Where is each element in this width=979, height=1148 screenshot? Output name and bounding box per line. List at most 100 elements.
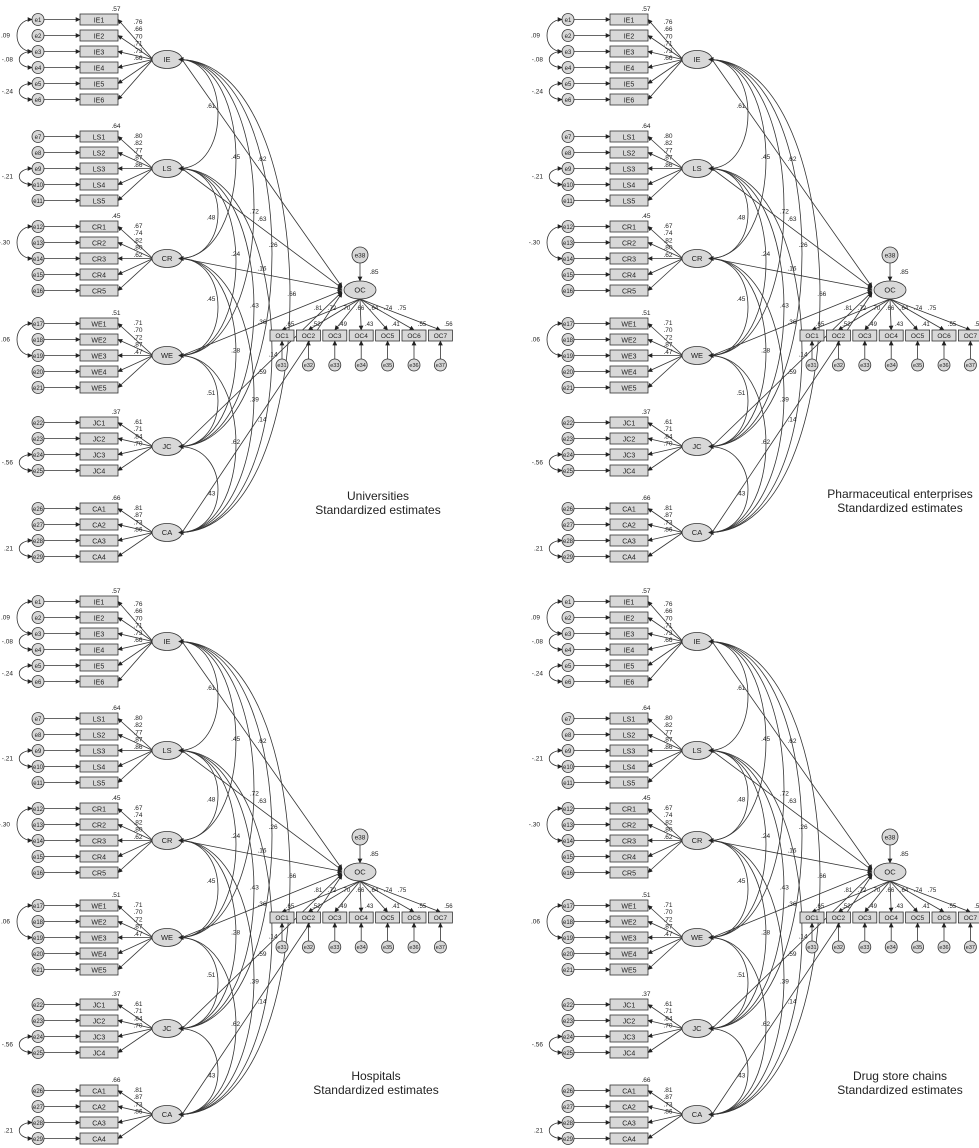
factor-covariance-label: .14 [799, 934, 808, 941]
factor-covariance-label: .26 [269, 824, 278, 831]
loading-path [647, 168, 684, 185]
error-label: e21 [33, 386, 44, 392]
loading-label: .81 [133, 1087, 142, 1094]
factor-covariance-label: .45 [761, 736, 770, 743]
error-label: e4 [35, 648, 42, 654]
factor-covariance [708, 166, 749, 261]
error-label: e9 [565, 167, 572, 173]
error-covariance-label: .06 [1, 919, 10, 926]
oc-item-r2-label: .55 [948, 322, 957, 328]
loading-label: .87 [663, 924, 672, 931]
loading-path [647, 355, 684, 372]
factor-covariance [178, 748, 237, 940]
error-label: e21 [563, 968, 574, 974]
outcome-r2-label: .85 [369, 269, 378, 276]
oc-loading-path [358, 880, 364, 913]
loading-label: .71 [133, 41, 142, 48]
oc-error-label: e33 [330, 945, 339, 951]
structural-path [711, 258, 873, 291]
factor-covariance [178, 639, 219, 753]
factor-r2-label: .66 [111, 495, 120, 502]
oc-item-r2-label: .52 [842, 904, 851, 910]
loading-label: .70 [663, 33, 672, 40]
oc-item-r2-label: .41 [391, 322, 400, 328]
indicator-label: JC3 [623, 1034, 636, 1041]
indicator-label: IE6 [94, 97, 105, 104]
latent-label: CR [692, 254, 703, 263]
factor-covariance [708, 444, 749, 535]
error-label: e8 [565, 151, 572, 157]
error-covariance-label: -.24 [532, 671, 544, 678]
oc-error-label: e33 [860, 363, 869, 369]
factor-r2-label: .66 [641, 495, 650, 502]
error-label: e1 [565, 600, 572, 606]
indicator-label: LS4 [623, 764, 636, 771]
factor-covariance [178, 57, 291, 535]
error-label: e8 [565, 733, 572, 739]
error-label: e7 [565, 135, 572, 141]
error-covariance-label: -.21 [2, 174, 14, 181]
loading-label: .77 [133, 147, 142, 154]
error-label: e13 [563, 823, 574, 829]
factor-covariance [178, 838, 255, 1117]
factor-covariance-label: .66 [817, 873, 826, 880]
loading-label: .71 [663, 320, 672, 327]
factor-ie: .57 e1 IE1 .76 e2 IE2 .66 e3 IE3 .70 e4 IE4 .71 e5 IE5… [31, 588, 183, 688]
oc-loading-path [359, 880, 388, 913]
loading-path [117, 168, 154, 185]
structural-path-label: .59 [787, 951, 796, 958]
loading-label: .70 [663, 327, 672, 334]
factor-covariance [708, 748, 803, 1117]
caption-subtitle: Standardized estimates [315, 503, 440, 517]
error-label: e26 [563, 507, 574, 513]
indicator-label: CA1 [622, 506, 636, 513]
factor-ls: .64 e7 LS1 .80 e8 LS2 .82 e9 LS3 .77 e10 LS4 .87 e11 L… [31, 705, 183, 789]
loading-label: .87 [133, 342, 142, 349]
error-label: e27 [563, 523, 574, 529]
loading-path [117, 355, 154, 372]
error-covariance-label: -.08 [532, 57, 544, 64]
factor-r2-label: .51 [641, 892, 650, 899]
structural-path [181, 168, 343, 289]
oc-item-r2-label: .56 [974, 322, 979, 328]
oc-error-label: e33 [860, 945, 869, 951]
indicator-label: CR2 [92, 822, 106, 829]
loading-label: .67 [133, 805, 142, 812]
loading-label: .73 [133, 630, 142, 637]
panel-1: .57 e1 IE1 .76 e2 IE2 .66 e3 IE3 .70 e4 IE4 .71 e5 IE5… [0, 6, 453, 563]
error-label: e2 [565, 34, 572, 40]
loading-label: .73 [133, 519, 142, 526]
factor-covariance-label: .26 [269, 242, 278, 249]
error-label: e24 [563, 453, 574, 459]
error-label: e17 [563, 904, 574, 910]
outcome-oc: .62 .63 .16 .36 .59 .14 e38 .85 OC OC1 .65 .81 e31 OC… [181, 59, 453, 533]
oc-error-label: e35 [913, 363, 922, 369]
indicator-label: WE4 [621, 951, 636, 958]
loading-path [647, 532, 684, 557]
oc-indicator-label: OC5 [911, 915, 925, 922]
oc-loading-label: .81 [844, 888, 853, 894]
oc-loading-path [864, 880, 891, 913]
loading-path [647, 750, 684, 767]
error-label: e22 [33, 1003, 44, 1009]
structural-path-label: .36 [787, 319, 796, 326]
factor-covariance-label: .66 [287, 873, 296, 880]
structural-path-label: .14 [257, 416, 266, 423]
factor-r2-label: .51 [111, 310, 120, 317]
oc-indicator-label: OC2 [302, 915, 316, 922]
caption-subtitle: Standardized estimates [837, 1083, 962, 1097]
loading-path [647, 59, 684, 100]
loading-label: .66 [133, 55, 142, 62]
caption-group: Hospitals [351, 1069, 400, 1083]
oc-indicator-label: OC5 [381, 915, 395, 922]
indicator-label: JC1 [623, 420, 636, 427]
loading-path [117, 601, 154, 642]
error-covariance [548, 538, 563, 559]
oc-indicator-label: OC7 [434, 333, 448, 340]
loading-label: .80 [663, 133, 672, 140]
factor-covariance-label: .66 [817, 291, 826, 298]
outcome-oc: .62 .63 .16 .36 .59 .14 e38 .85 OC OC1 .65 .81 e31 OC… [711, 59, 979, 533]
error-label: e13 [33, 823, 44, 829]
oc-error-label: e34 [357, 945, 366, 951]
error-covariance [18, 631, 33, 652]
